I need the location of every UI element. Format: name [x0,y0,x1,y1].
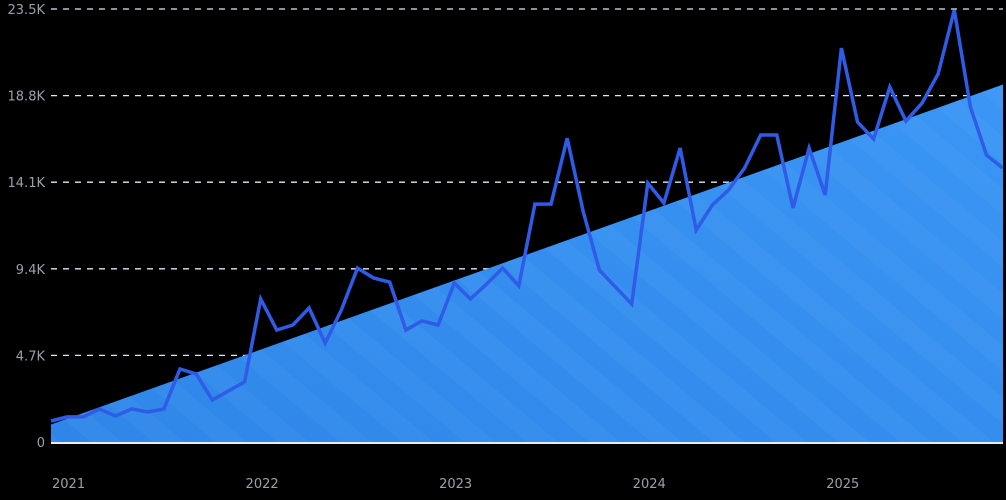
x-tick-label: 2021 [52,477,85,492]
y-tick-label: 18.8K [8,90,46,105]
y-axis: 0 4.7K 9.4K 14.1K 18.8K 23.5K [8,3,46,451]
trend-area [51,84,1003,442]
x-tick-label: 2024 [633,477,666,492]
x-tick-label: 2025 [826,477,859,492]
y-tick-label: 9.4K [16,263,46,278]
x-tick-label: 2023 [439,477,472,492]
y-tick-label: 23.5K [8,3,46,18]
y-tick-label: 0 [37,436,45,451]
data-line [50,9,1004,423]
y-tick-label: 4.7K [16,349,46,364]
y-tick-label: 14.1K [8,176,46,191]
x-axis: 2021 2022 2023 2024 2025 [52,477,859,492]
x-tick-label: 2022 [246,477,279,492]
series-line [50,9,1004,423]
